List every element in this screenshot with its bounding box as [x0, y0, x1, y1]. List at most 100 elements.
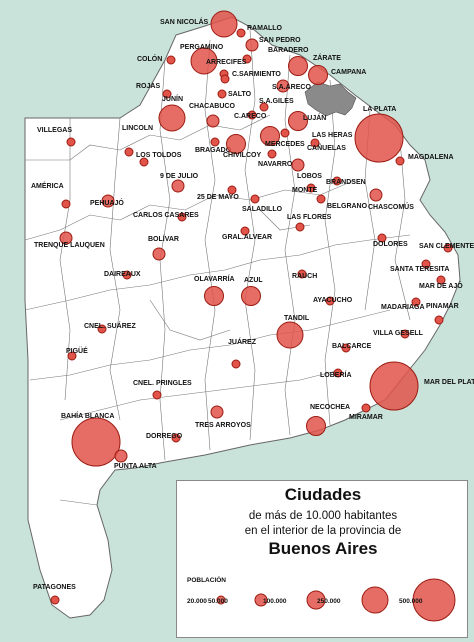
city-bubble — [210, 10, 238, 38]
city-marker: BALCARCE — [332, 343, 372, 353]
city-marker: AZUL — [241, 277, 263, 306]
city-bubble — [395, 156, 405, 166]
city-bubble — [369, 361, 419, 411]
city-label: NAVARRO — [258, 161, 293, 168]
city-marker: JUNÍN — [158, 94, 186, 132]
city-bubble — [166, 55, 176, 65]
city-label: PINAMAR — [426, 303, 459, 310]
city-marker: LUJÁN — [288, 111, 326, 131]
city-label: PERGAMINO — [180, 44, 224, 51]
city-marker: PINAMAR — [426, 303, 459, 325]
city-bubble — [139, 157, 149, 167]
city-label: VILLEGAS — [37, 127, 72, 134]
city-marker: BELGRANO — [316, 194, 368, 210]
city-label: DOLORES — [373, 241, 408, 248]
city-marker: MERCEDES — [260, 126, 305, 148]
city-label: MAR DEL PLATA — [424, 379, 474, 386]
cities-layer: SAN NICOLÁS RAMALLO SAN PEDRO PERGAMINO BARA… — [31, 10, 474, 605]
city-marker: LOBERÍA — [320, 368, 352, 379]
metro-buenos-aires — [304, 81, 357, 117]
city-bubble — [436, 275, 446, 285]
city-bubble — [66, 137, 76, 147]
city-label: PIGÜÉ — [66, 346, 88, 355]
city-marker: MAR DE AJÓ — [419, 275, 463, 290]
city-bubble — [443, 243, 453, 253]
city-label: SAN CLEMENTE — [419, 243, 474, 250]
city-marker: MONTE — [292, 183, 318, 194]
city-bubble — [325, 296, 335, 306]
city-marker: BRAGADO — [195, 137, 232, 154]
city-label: SAN PEDRO — [259, 37, 301, 44]
city-marker: AYACUCHO — [313, 296, 353, 306]
city-bubble — [240, 226, 250, 236]
city-bubble — [114, 449, 128, 463]
city-marker: 25 DE MAYO — [197, 185, 239, 201]
city-bubble — [50, 595, 60, 605]
city-marker: CNEL. SUÁREZ — [84, 321, 136, 334]
city-bubble — [276, 79, 290, 93]
city-label: LAS HERAS — [312, 132, 353, 139]
city-bubble — [259, 102, 269, 112]
city-label: CAMPANA — [331, 69, 366, 76]
city-marker: DAIREAUX — [104, 270, 141, 280]
city-label: LOS TOLDOS — [136, 152, 182, 159]
city-marker: MIRAMAR — [349, 403, 383, 421]
city-marker: NECOCHEA — [306, 404, 350, 436]
city-marker: 9 DE JULIO — [160, 173, 199, 193]
city-label: C.SARMIENTO — [232, 71, 281, 78]
city-bubble — [204, 286, 224, 306]
city-label: JUNÍN — [162, 94, 183, 103]
city-label: CHIVILCOY — [223, 152, 261, 159]
city-label: DAIREAUX — [104, 271, 141, 278]
legend-title: Ciudades — [284, 485, 362, 504]
city-bubble — [97, 324, 107, 334]
city-marker: NAVARRO — [258, 149, 293, 168]
city-marker: SAN NICOLÁS — [160, 10, 238, 38]
city-bubble — [177, 212, 187, 222]
legend-size-label: 500.000 — [399, 598, 423, 605]
city-label: ZÁRATE — [313, 53, 341, 62]
city-bubble — [332, 176, 342, 186]
city-marker: GRAL.ALVEAR — [222, 226, 272, 241]
city-label: CNEL. PRINGLES — [133, 380, 192, 387]
city-marker: TRES ARROYOS — [195, 405, 251, 429]
city-label: MONTE — [292, 187, 318, 194]
legend-size-circle — [306, 590, 326, 610]
city-label: MADARIAGA — [381, 304, 425, 311]
city-bubble — [171, 179, 185, 193]
city-marker: CHASCOMÚS — [368, 188, 414, 211]
city-marker: TRENQUE LAUQUEN — [34, 231, 105, 249]
city-bubble — [71, 417, 121, 467]
legend-poblacion-label: POBLACIÓN — [187, 577, 226, 584]
city-marker: LAS HERAS — [280, 128, 353, 139]
city-label: CHACABUCO — [189, 103, 235, 110]
city-bubble — [241, 286, 261, 306]
city-label: DORREGO — [146, 433, 183, 440]
city-label: NECOCHEA — [310, 404, 350, 411]
city-bubble — [220, 74, 230, 84]
city-marker: VILLEGAS — [37, 127, 76, 147]
legend-size-circle — [216, 595, 226, 605]
city-bubble — [291, 158, 305, 172]
city-bubble — [226, 134, 246, 154]
city-marker: MAGDALENA — [395, 154, 454, 166]
city-marker: MADARIAGA — [381, 297, 425, 311]
city-label: BOLÍVAR — [148, 234, 179, 243]
city-bubble — [434, 315, 444, 325]
city-marker: PUNTA ALTA — [114, 449, 157, 470]
city-label: RAMALLO — [247, 25, 283, 32]
city-label: TANDIL — [284, 315, 310, 322]
legend: 20.000 50.000 100.000 250.000 500.000 Ciudad… — [176, 480, 468, 638]
legend-size-label: 20.000 — [187, 598, 207, 605]
city-label: SANTA TERESITA — [390, 266, 449, 273]
city-label: CAÑUELAS — [307, 143, 346, 152]
city-marker: SALTO — [217, 89, 252, 99]
city-bubble — [421, 259, 431, 269]
city-marker: AMÉRICA — [31, 181, 71, 209]
city-label: MAR DE AJÓ — [419, 281, 463, 290]
city-label: AZUL — [244, 277, 263, 284]
city-marker: CAMPANA — [308, 65, 366, 85]
city-bubble — [67, 351, 77, 361]
city-bubble — [316, 194, 326, 204]
